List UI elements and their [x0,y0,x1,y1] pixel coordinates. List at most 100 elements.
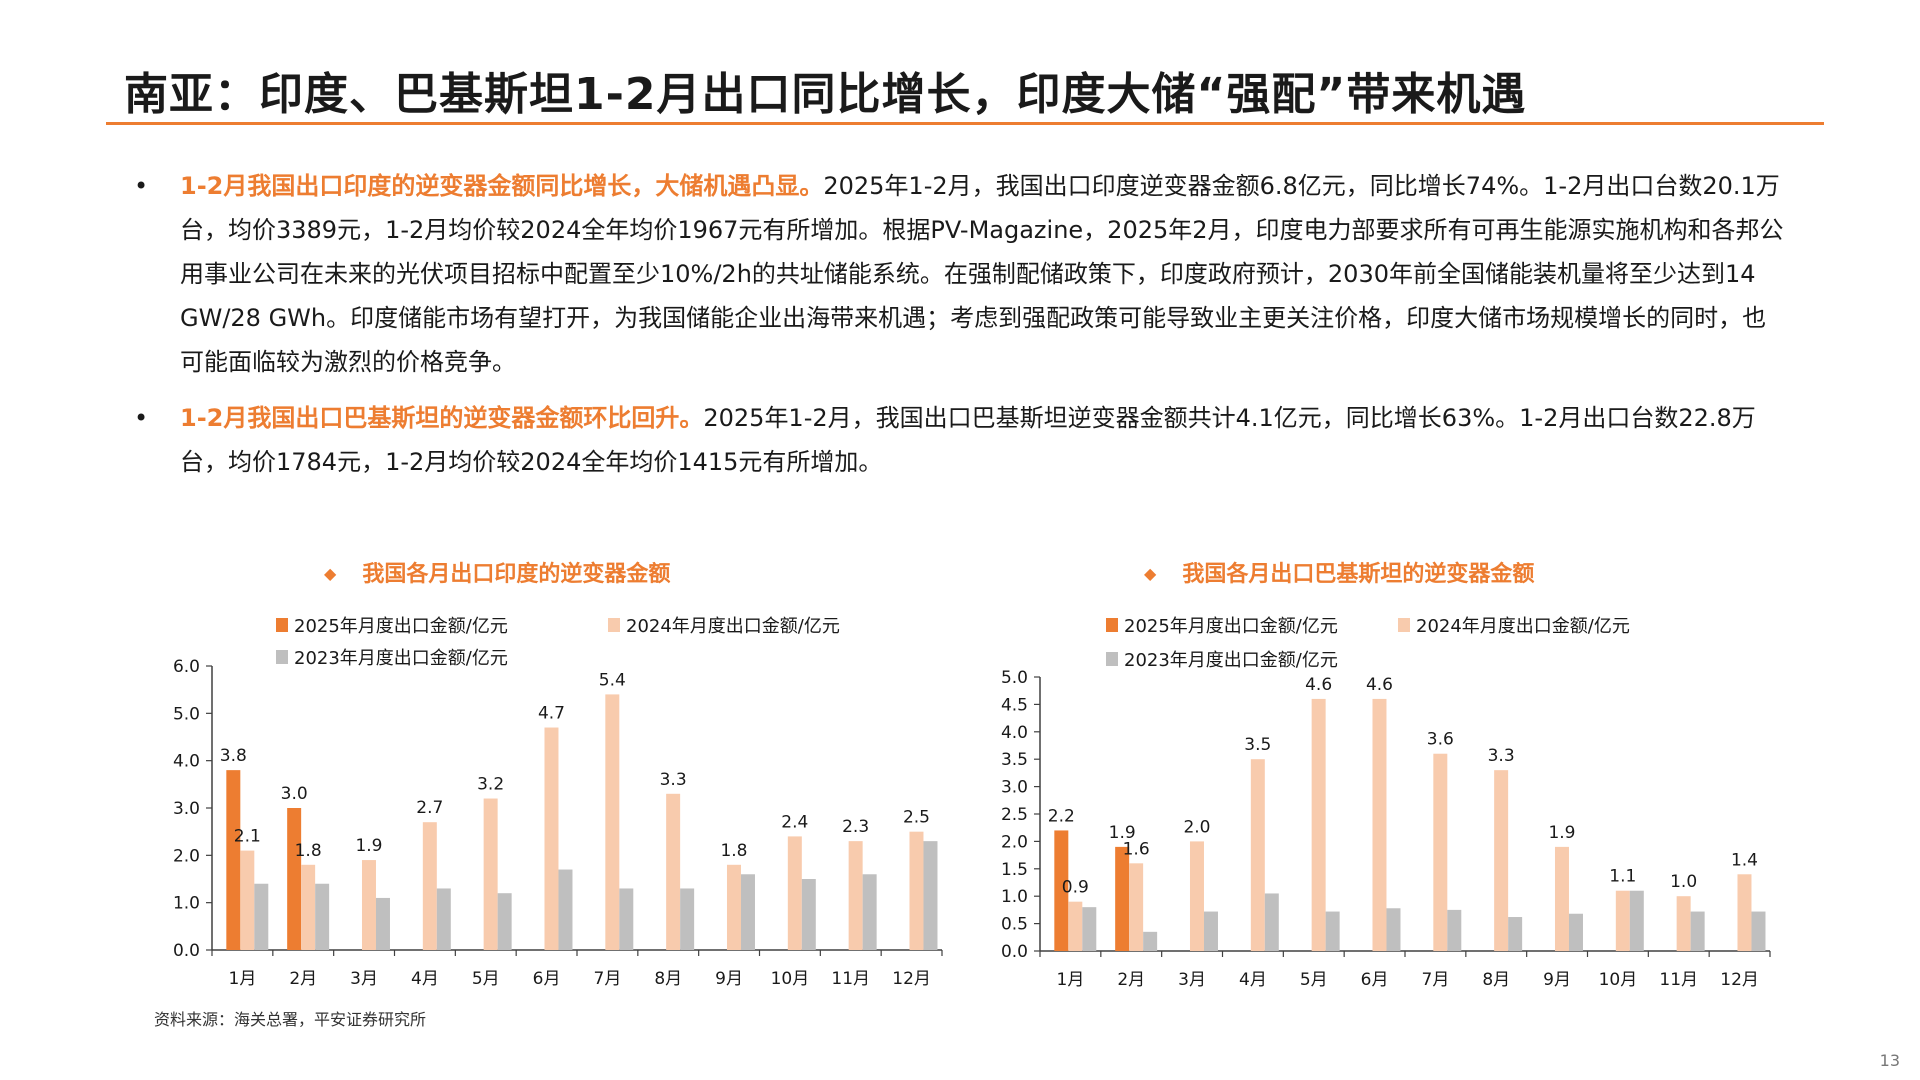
bar [1325,911,1340,951]
y-tick-label: 0.0 [173,941,200,961]
x-tick-label: 7月 [1422,970,1450,990]
data-label: 1.4 [1731,850,1758,870]
legend-swatch [276,618,288,632]
data-label: 2.7 [416,798,443,818]
y-tick-label: 6.0 [173,657,200,677]
y-tick-label: 3.5 [1001,750,1028,770]
bullet-list: • 1-2月我国出口印度的逆变器金额同比增长，大储机遇凸显。2025年1-2月，… [134,164,1784,496]
bar [619,888,634,950]
bar [1615,890,1630,951]
data-label: 0.9 [1062,878,1089,898]
y-tick-label: 2.0 [1001,832,1028,852]
y-tick-label: 0.5 [1001,915,1028,935]
bar [1568,913,1583,951]
bar [1264,893,1279,951]
data-label: 2.4 [781,812,808,832]
bar [497,893,512,950]
legend-label: 2023年月度出口金额/亿元 [294,648,508,669]
title-underline [106,122,1824,125]
bar [1386,908,1401,951]
y-tick-label: 4.5 [1001,695,1028,715]
page-title: 南亚：印度、巴基斯坦1-2月出口同比增长，印度大储“强配”带来机遇 [124,69,1527,120]
y-tick-label: 1.5 [1001,860,1028,880]
x-tick-label: 9月 [715,969,743,989]
data-label: 1.8 [720,841,747,861]
x-tick-label: 6月 [1361,970,1389,990]
legend-item-2024: 2024年月度出口金额/亿元 [608,612,840,638]
bar [1433,753,1448,951]
legend-label: 2023年月度出口金额/亿元 [1124,650,1338,671]
x-tick-label: 5月 [1300,970,1328,990]
data-label: 2.5 [903,808,930,828]
bar [1143,931,1158,951]
y-tick-label: 1.0 [1001,887,1028,907]
bar [1054,830,1069,951]
x-tick-label: 12月 [1720,970,1759,990]
y-tick-label: 2.0 [173,846,200,866]
data-label: 3.3 [1488,746,1515,766]
data-label: 2.0 [1183,817,1210,837]
data-label: 1.6 [1123,839,1150,859]
legend-label: 2024年月度出口金额/亿元 [1416,616,1630,637]
x-tick-label: 9月 [1543,970,1571,990]
bar [848,841,863,950]
bar [1447,909,1462,951]
y-tick-label: 2.5 [1001,805,1028,825]
legend-item-2024: 2024年月度出口金额/亿元 [1398,612,1630,638]
chart-title-text: 我国各月出口印度的逆变器金额 [362,562,671,587]
bar [923,841,938,950]
bullet-highlight: 1-2月我国出口巴基斯坦的逆变器金额环比回升。 [180,404,704,432]
legend-swatch [608,618,620,632]
data-label: 3.6 [1427,730,1454,750]
data-label: 3.5 [1244,735,1271,755]
bullet-pakistan: • 1-2月我国出口巴基斯坦的逆变器金额环比回升。2025年1-2月，我国出口巴… [134,396,1784,484]
bar [544,727,559,950]
data-label: 3.2 [477,775,504,795]
diamond-icon: ◆ [324,564,337,583]
data-label: 4.7 [538,704,565,724]
bar [1629,890,1644,951]
x-tick-label: 11月 [1659,970,1698,990]
data-label: 3.0 [281,784,308,804]
legend-label: 2024年月度出口金额/亿元 [626,616,840,637]
chart-title-pakistan: ◆ 我国各月出口巴基斯坦的逆变器金额 [1144,556,1534,588]
bar [605,694,620,950]
legend-item-2023: 2023年月度出口金额/亿元 [276,644,508,670]
bar [315,883,330,950]
x-tick-label: 2月 [1117,970,1145,990]
bar [1115,846,1130,951]
data-label: 2.2 [1048,806,1075,826]
bar [287,808,302,950]
legend-label: 2025年月度出口金额/亿元 [294,616,508,637]
bar [1751,911,1766,951]
data-label: 1.1 [1609,867,1636,887]
x-tick-label: 4月 [411,969,439,989]
x-tick-label: 1月 [1057,970,1085,990]
x-tick-label: 2月 [289,969,317,989]
bar [422,822,437,950]
bar [862,874,877,950]
x-tick-label: 8月 [654,969,682,989]
bar [1129,863,1144,951]
bullet-marker: • [134,172,149,200]
bar [1737,874,1752,951]
data-label: 1.0 [1670,872,1697,892]
bar [740,874,755,950]
x-tick-label: 3月 [1178,970,1206,990]
y-tick-label: 0.0 [1001,942,1028,962]
bar [226,770,241,950]
bar [436,888,451,950]
legend-swatch [1106,618,1118,632]
x-tick-label: 1月 [229,969,257,989]
bar [801,879,816,950]
bar [558,869,573,950]
bar [1311,698,1326,951]
x-tick-label: 8月 [1482,970,1510,990]
bullet-text: 2025年1-2月，我国出口巴基斯坦逆变器金额共计4.1亿元，同比增长63%。1… [180,404,1756,476]
legend-label: 2025年月度出口金额/亿元 [1124,616,1338,637]
chart-india: 0.0 1.0 2.0 3.0 4.0 5.0 6.0 3.8 3.0 2.1 1.8 1.9 2.7 3… [173,657,943,989]
bar [1250,759,1265,951]
y-tick-label: 5.0 [1001,668,1028,688]
bar [909,831,924,950]
legend-item-2023: 2023年月度出口金额/亿元 [1106,646,1338,672]
